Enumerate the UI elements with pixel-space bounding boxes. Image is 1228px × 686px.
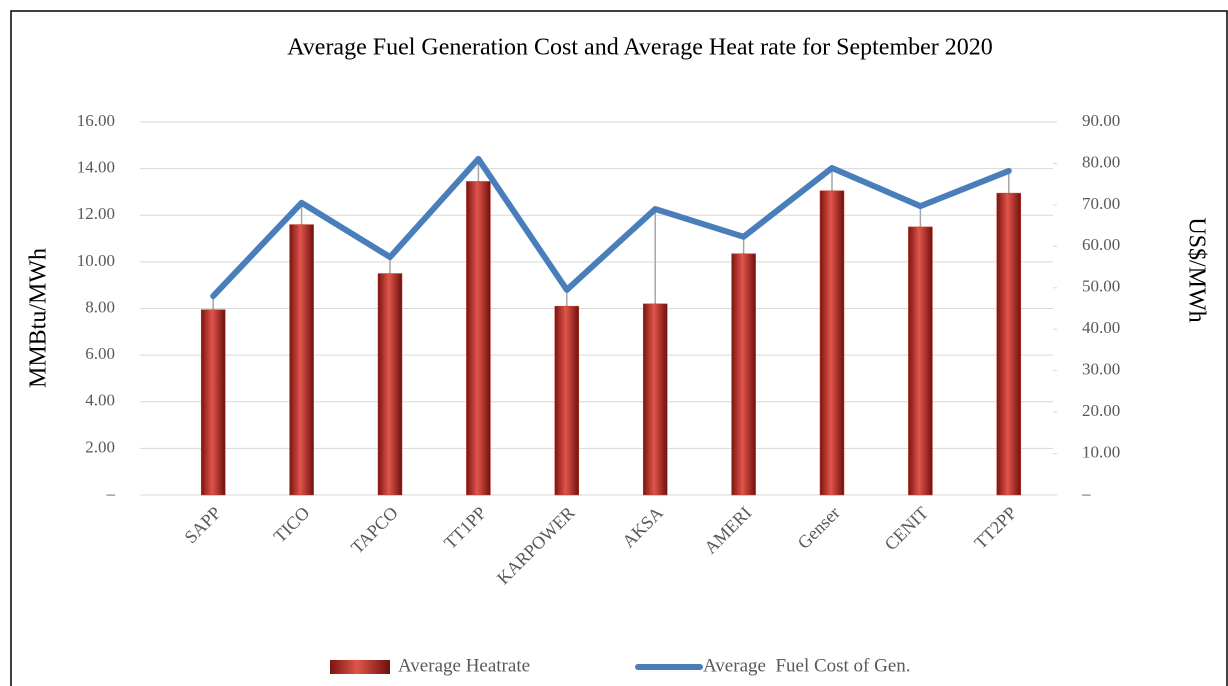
legend-swatch: [330, 660, 390, 674]
bar: [200, 309, 226, 496]
y2-axis-title: US$/MWh: [1183, 217, 1209, 322]
y2-tick-label: 20.00: [1082, 401, 1120, 420]
y2-tick-label: 70.00: [1082, 194, 1120, 213]
y2-tick-label: 60.00: [1082, 235, 1120, 254]
y-tick-label: 8.00: [85, 297, 115, 316]
bar: [819, 190, 845, 496]
y-tick-label: 14.00: [77, 158, 115, 177]
y2-tick-label: 10.00: [1082, 442, 1120, 461]
y-tick-label: 4.00: [85, 391, 115, 410]
y-tick-label: 2.00: [85, 437, 115, 456]
bar: [731, 253, 756, 496]
y2-tick-label: 80.00: [1082, 152, 1120, 171]
y-tick-label: 10.00: [77, 251, 115, 270]
y2-tick-label: 50.00: [1082, 277, 1120, 296]
y-tick-label: –: [106, 484, 116, 503]
bar: [554, 305, 580, 496]
bar: [996, 192, 1022, 496]
y-tick-label: 12.00: [77, 204, 115, 223]
y2-tick-label: 30.00: [1082, 360, 1120, 379]
chart-title: Average Fuel Generation Cost and Average…: [287, 35, 993, 61]
y2-tick-label: –: [1081, 484, 1091, 503]
line: [210, 155, 1012, 300]
y-tick-label: 16.00: [77, 111, 115, 130]
y-axis-title: MMBtu/MWh: [26, 248, 52, 388]
legend-label: Average Heatrate: [398, 655, 530, 676]
y-tick-label: 6.00: [85, 344, 115, 363]
bar: [377, 273, 403, 496]
bar: [466, 181, 491, 496]
y2-tick-label: 40.00: [1082, 318, 1120, 337]
legend-label: Average Fuel Cost of Gen.: [703, 655, 911, 676]
bar: [908, 226, 933, 496]
y2-tick-label: 90.00: [1082, 111, 1120, 130]
bar: [642, 303, 668, 496]
chart-border: [10, 10, 1228, 686]
bar: [289, 224, 314, 496]
